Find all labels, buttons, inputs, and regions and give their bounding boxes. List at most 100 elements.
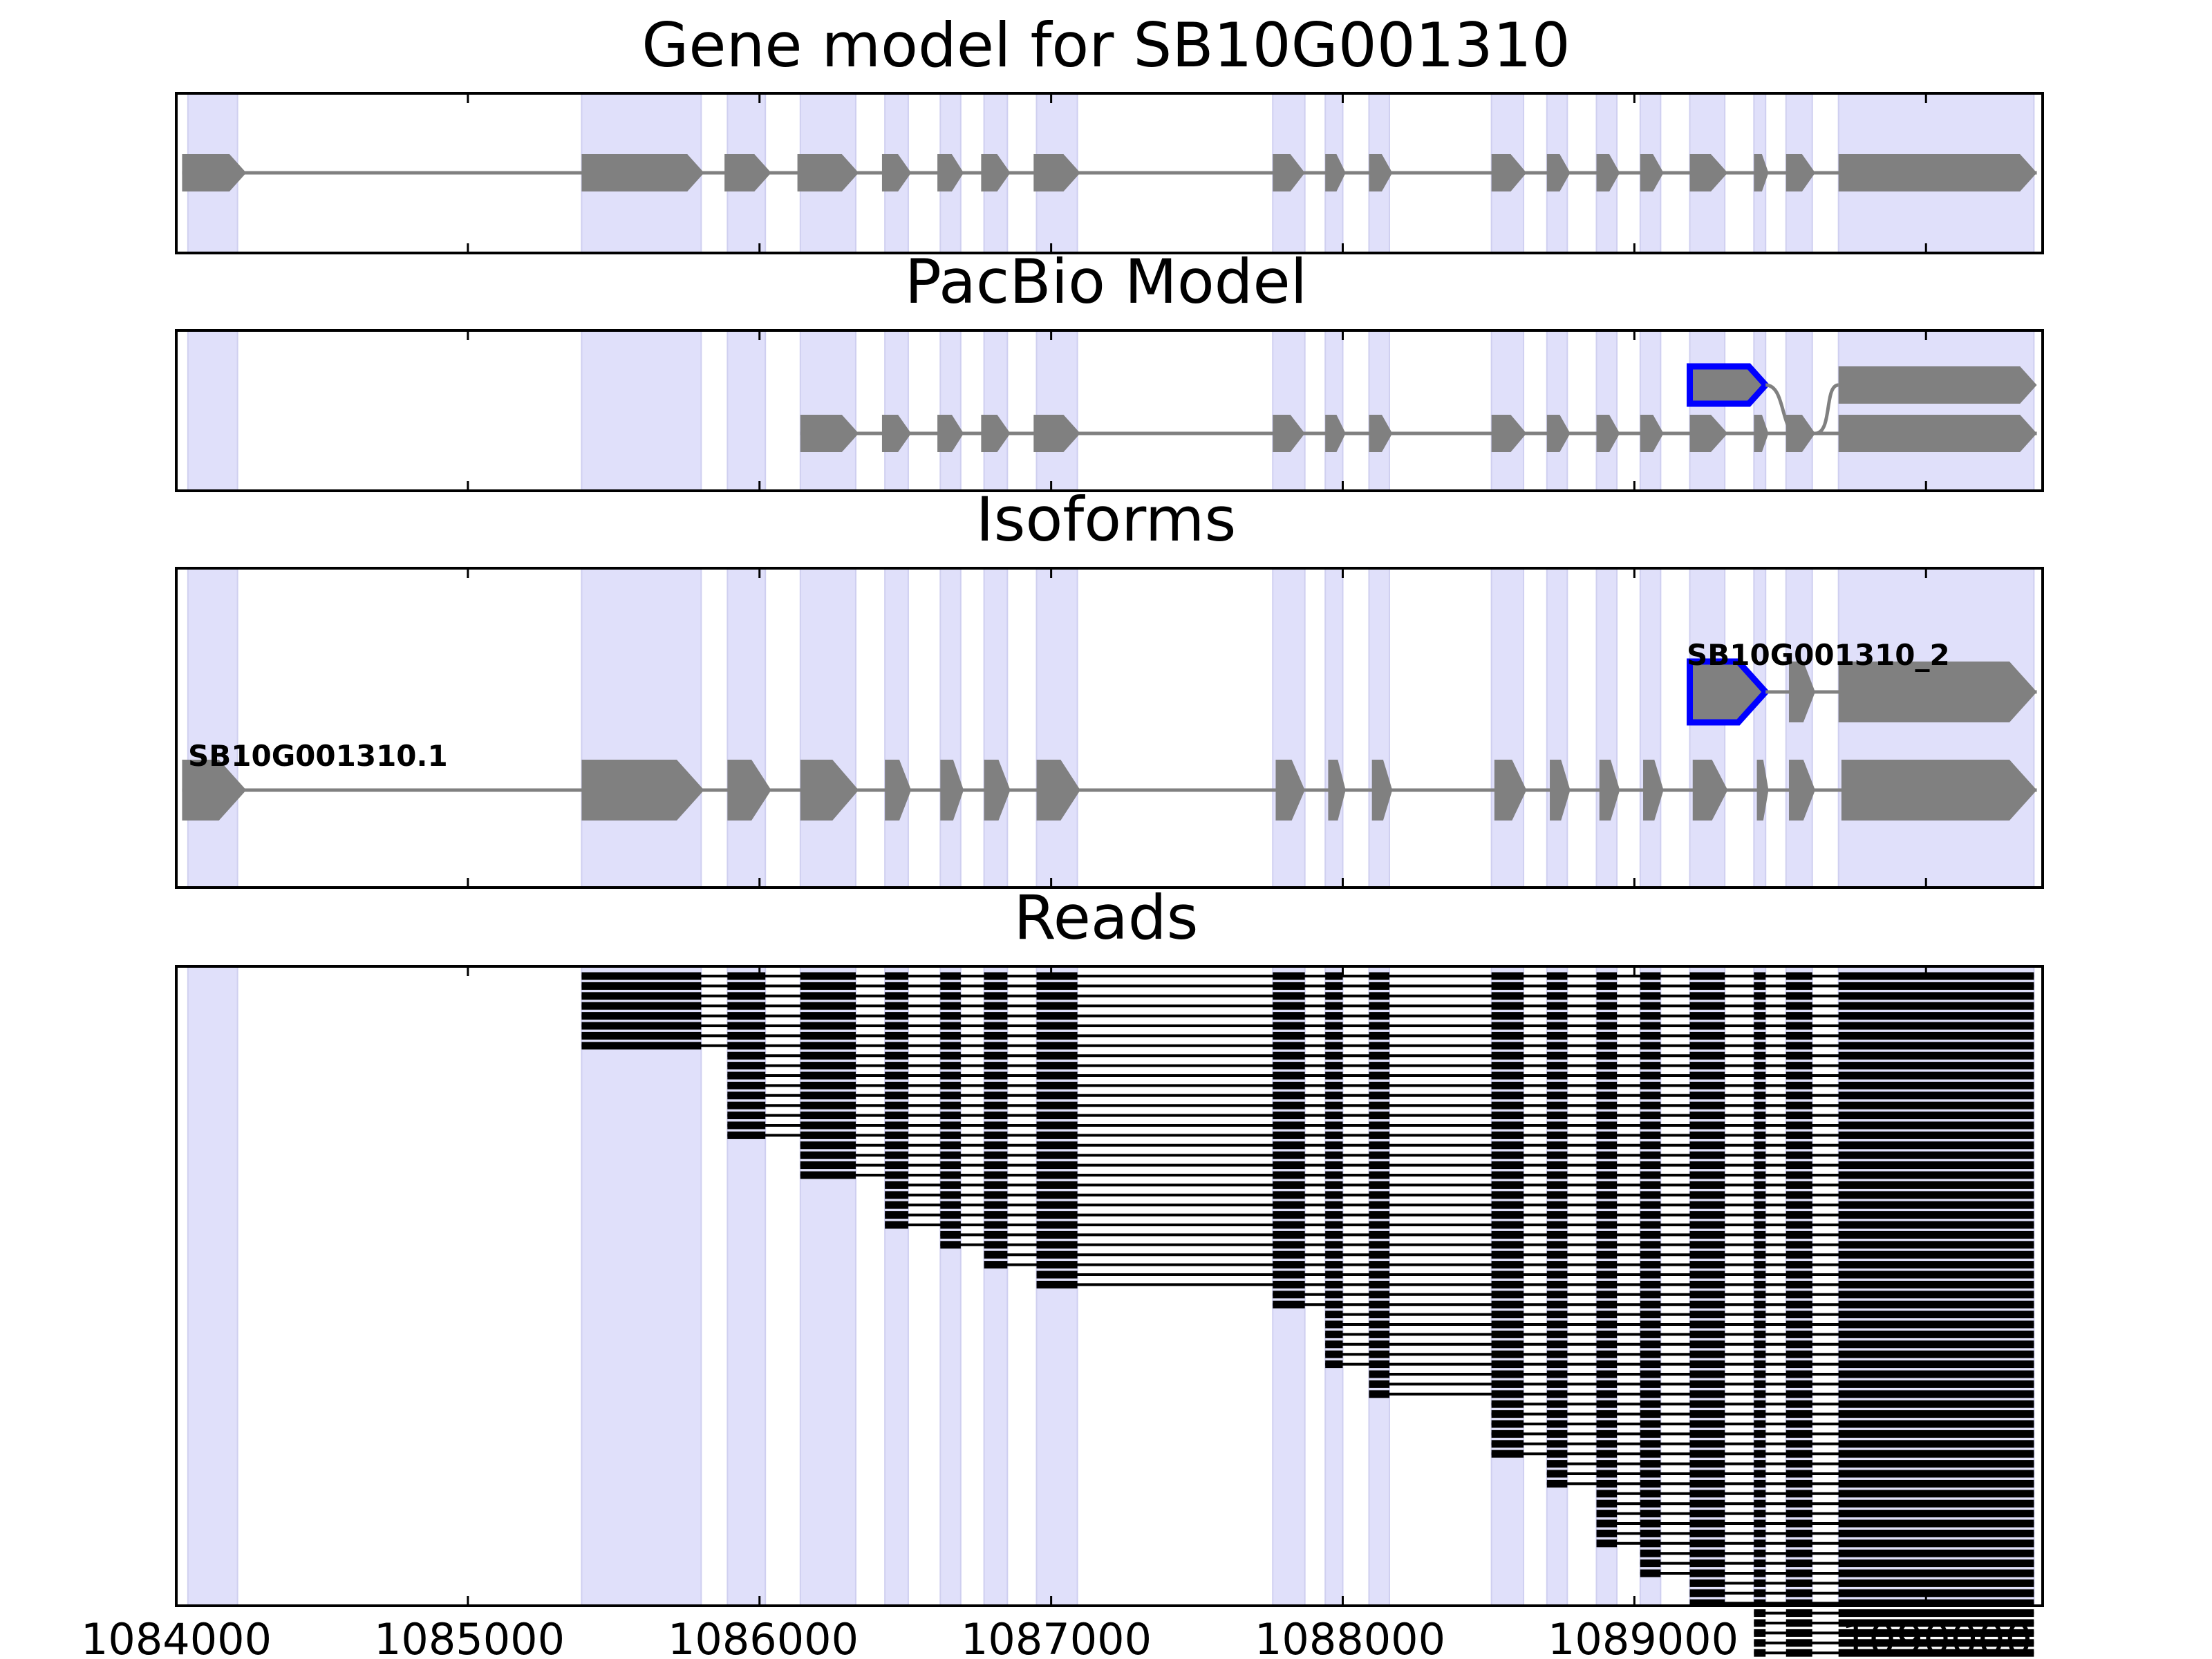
read-block — [1754, 1051, 1766, 1060]
read-block — [1273, 1121, 1305, 1130]
read-block — [1273, 982, 1305, 990]
read-block — [1369, 1181, 1389, 1189]
read-block — [885, 1161, 908, 1170]
read-block — [1754, 1161, 1766, 1170]
read-block — [940, 1241, 961, 1249]
read-block — [1546, 1191, 1568, 1199]
read-block — [1036, 1221, 1078, 1229]
read-block — [1785, 1241, 1812, 1249]
read-block — [1491, 1340, 1524, 1349]
read-block — [1785, 1569, 1812, 1577]
read-block — [1640, 1141, 1661, 1150]
read-block — [1689, 1350, 1725, 1358]
read-block — [1491, 1450, 1524, 1458]
read-block — [1838, 1420, 2034, 1428]
read-block — [1785, 1639, 1812, 1647]
read-block — [1325, 1350, 1343, 1358]
read-block — [1838, 1340, 2034, 1349]
exon — [1033, 154, 1080, 191]
read-block — [1491, 1280, 1524, 1288]
panel-frame — [175, 92, 2044, 254]
read-block — [1689, 1460, 1725, 1468]
read-block — [1689, 1470, 1725, 1478]
read-block — [1491, 1151, 1524, 1159]
read-block — [1785, 1549, 1812, 1557]
read-block — [940, 1201, 961, 1209]
read-block — [1754, 1250, 1766, 1259]
read-block — [1273, 1112, 1305, 1120]
read-block — [1325, 1141, 1343, 1150]
read-block — [1838, 1131, 2034, 1139]
read-block — [1491, 1430, 1524, 1438]
read-block — [1689, 1510, 1725, 1518]
read-block — [984, 1201, 1008, 1209]
read-block — [1838, 1589, 2034, 1597]
x-tick-label: 1086000 — [668, 1614, 859, 1659]
read-block — [581, 1022, 702, 1030]
read-block — [1273, 1091, 1305, 1100]
read-block — [1640, 1490, 1661, 1498]
read-block — [1546, 1250, 1568, 1259]
read-block — [1596, 1071, 1618, 1080]
read-block — [1369, 1370, 1389, 1378]
isoform-label-1: SB10G001310.1 — [188, 739, 448, 773]
read-block — [1689, 1101, 1725, 1109]
read-block — [1785, 1370, 1812, 1378]
x-tick-label: 1087000 — [961, 1614, 1152, 1659]
exon — [1325, 154, 1346, 191]
read-block — [1596, 1171, 1618, 1179]
read-block — [1325, 1291, 1343, 1299]
read-block — [1273, 1101, 1305, 1109]
read-block — [1369, 1121, 1389, 1130]
read-block — [885, 1042, 908, 1050]
exon-region-shade — [727, 568, 767, 888]
read-block — [1596, 1510, 1618, 1518]
read-block — [1546, 1012, 1568, 1020]
read-block — [1640, 1430, 1661, 1438]
read-block — [1640, 1022, 1661, 1030]
read-block — [1754, 1320, 1766, 1329]
read-block — [1491, 1211, 1524, 1219]
read-block — [1754, 1539, 1766, 1548]
read-block — [1325, 1101, 1343, 1109]
read-block — [581, 1012, 702, 1020]
read-block — [1785, 1250, 1812, 1259]
read-block — [1491, 1101, 1524, 1109]
read-block — [1838, 1390, 2034, 1398]
read-block — [984, 1002, 1008, 1010]
read-block — [1640, 1161, 1661, 1170]
read-block — [1491, 1112, 1524, 1120]
read-block — [1838, 1042, 2034, 1050]
read-block — [1754, 992, 1766, 1000]
read-block — [1596, 1370, 1618, 1378]
read-block — [984, 1112, 1008, 1120]
read-block — [1785, 1042, 1812, 1050]
read-block — [1785, 1171, 1812, 1179]
exon — [1494, 760, 1527, 821]
read-block — [1546, 1350, 1568, 1358]
read-block — [984, 1241, 1008, 1249]
read-block — [1640, 1211, 1661, 1219]
read-block — [1491, 1390, 1524, 1398]
read-block — [1689, 1430, 1725, 1438]
exon — [724, 154, 771, 191]
read-block — [1640, 1300, 1661, 1309]
read-block — [1491, 1380, 1524, 1388]
read-block — [885, 1201, 908, 1209]
read-block — [940, 1012, 961, 1020]
read-block — [1325, 1121, 1343, 1130]
read-block — [1325, 982, 1343, 990]
read-block — [1785, 1291, 1812, 1299]
read-block — [1491, 1241, 1524, 1249]
read-block — [1785, 1141, 1812, 1150]
read-block — [1273, 1022, 1305, 1030]
read-block — [1491, 1161, 1524, 1170]
read-block — [885, 1151, 908, 1159]
x-tick-label: 1084000 — [81, 1614, 272, 1659]
read-block — [1036, 1201, 1078, 1209]
read-block — [984, 1022, 1008, 1030]
read-block — [1785, 1101, 1812, 1109]
read-block — [1273, 1241, 1305, 1249]
exon — [1275, 760, 1305, 821]
read-block — [1689, 1131, 1725, 1139]
